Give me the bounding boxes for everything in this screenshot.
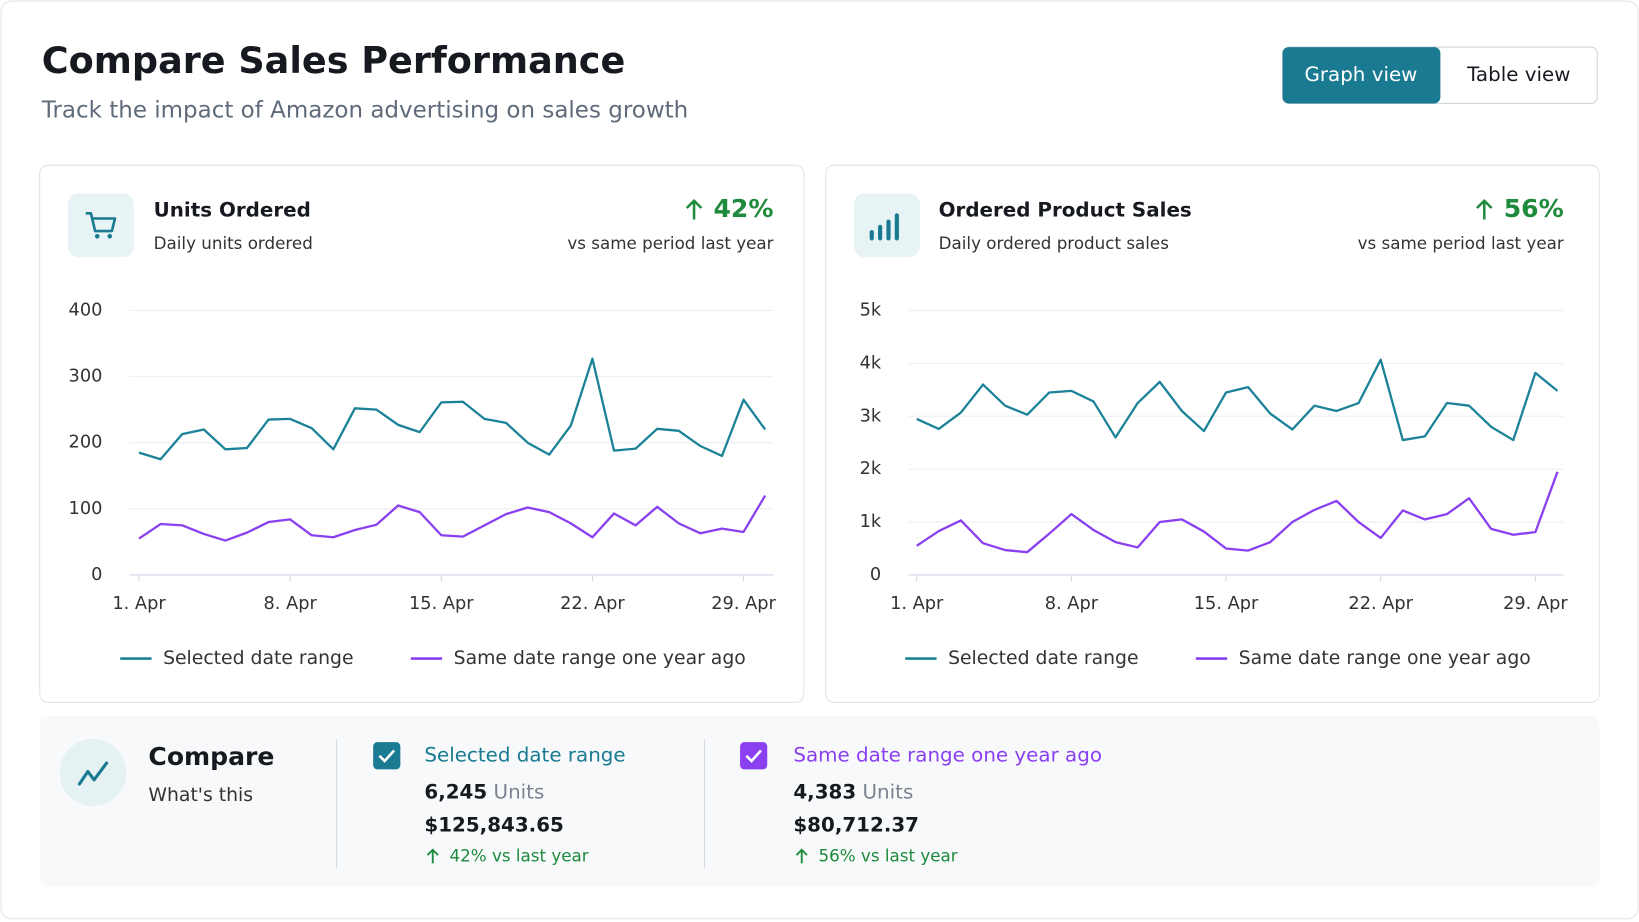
legend-label: Same date range one year ago — [1239, 648, 1531, 669]
y-tick-label: 5k — [860, 300, 882, 320]
data-line — [916, 358, 1559, 442]
x-tick-label: 8. Apr — [264, 594, 318, 614]
y-tick-label: 0 — [870, 565, 881, 585]
previous-checkbox[interactable] — [740, 742, 768, 770]
chart-subtitle: Daily units ordered — [154, 233, 313, 253]
previous-sales: $80,712.37 — [793, 813, 919, 836]
y-tick-label: 1k — [860, 512, 882, 532]
cart — [85, 211, 117, 233]
previous-units: 4,383 Units — [793, 780, 913, 803]
up-arrow — [1476, 198, 1493, 220]
previous-change: 56% vs last year — [818, 846, 957, 866]
x-tick-label: 29. Apr — [711, 594, 776, 614]
x-tick-label: 15. Apr — [409, 594, 474, 614]
units-value: 4,383 — [793, 780, 856, 803]
graph-view-label[interactable]: Graph view — [1304, 63, 1417, 86]
bars-icon — [853, 193, 920, 258]
change-value: 56% — [1504, 194, 1564, 223]
wheel — [94, 233, 100, 239]
bars — [869, 213, 899, 241]
chart-card — [825, 164, 1600, 703]
compare-title: Compare — [148, 742, 274, 771]
data-line — [138, 357, 767, 461]
legend-label: Same date range one year ago — [454, 648, 746, 669]
x-tick-label: 15. Apr — [1194, 594, 1259, 614]
y-tick-label: 300 — [69, 367, 103, 387]
y-tick-label: 4k — [860, 353, 882, 373]
x-tick-label: 8. Apr — [1045, 594, 1099, 614]
chart-title: Units Ordered — [154, 199, 311, 222]
whats-this-link[interactable]: What's this — [148, 785, 253, 806]
previous-label: Same date range one year ago — [793, 743, 1102, 766]
legend-label: Selected date range — [948, 648, 1138, 669]
selected-sales: $125,843.65 — [424, 813, 563, 836]
legend-label: Selected date range — [163, 648, 353, 669]
view-toggle: Graph view Table view — [1282, 46, 1598, 105]
x-tick-label: 1. Apr — [112, 594, 166, 614]
up-arrow — [795, 848, 808, 864]
data-line — [138, 495, 767, 542]
selected-checkbox[interactable] — [373, 742, 401, 770]
units-label: Units — [863, 780, 914, 803]
y-tick-label: 100 — [69, 499, 103, 519]
data-line — [916, 471, 1559, 554]
selected-label: Selected date range — [424, 743, 625, 766]
up-arrow — [685, 198, 703, 220]
x-tick-label: 22. Apr — [1348, 594, 1413, 614]
x-tick-label: 22. Apr — [560, 594, 625, 614]
title: Compare Sales Performance — [42, 39, 625, 82]
selected-units: 6,245 Units — [424, 780, 544, 803]
units-label: Units — [494, 780, 545, 803]
chart-subtitle: Daily ordered product sales — [939, 233, 1169, 253]
y-tick-label: 200 — [69, 433, 103, 453]
chart-card — [39, 164, 805, 703]
y-tick-label: 0 — [91, 565, 102, 585]
change-note: vs same period last year — [1358, 233, 1564, 253]
graph-view-button[interactable] — [1282, 47, 1441, 104]
chart-title: Ordered Product Sales — [939, 199, 1192, 222]
trend-glyph — [77, 761, 109, 786]
compare-panel — [39, 716, 1600, 887]
wheel — [107, 233, 113, 239]
y-tick-label: 3k — [860, 406, 882, 426]
icon-box — [67, 193, 134, 258]
x-tick-label: 1. Apr — [890, 594, 944, 614]
cart-icon — [67, 193, 134, 258]
check — [378, 749, 396, 763]
selected-change: 42% vs last year — [449, 846, 588, 866]
table-view-label[interactable]: Table view — [1466, 63, 1570, 86]
units-value: 6,245 — [424, 780, 487, 803]
y-tick-label: 400 — [69, 300, 103, 320]
subtitle: Track the impact of Amazon advertising o… — [41, 97, 688, 123]
x-tick-label: 29. Apr — [1503, 594, 1568, 614]
check — [745, 749, 762, 763]
compare-icon — [59, 739, 127, 806]
change-note: vs same period last year — [567, 233, 773, 253]
up-arrow — [426, 848, 439, 864]
y-tick-label: 2k — [860, 459, 882, 479]
change-value: 42% — [713, 194, 773, 223]
